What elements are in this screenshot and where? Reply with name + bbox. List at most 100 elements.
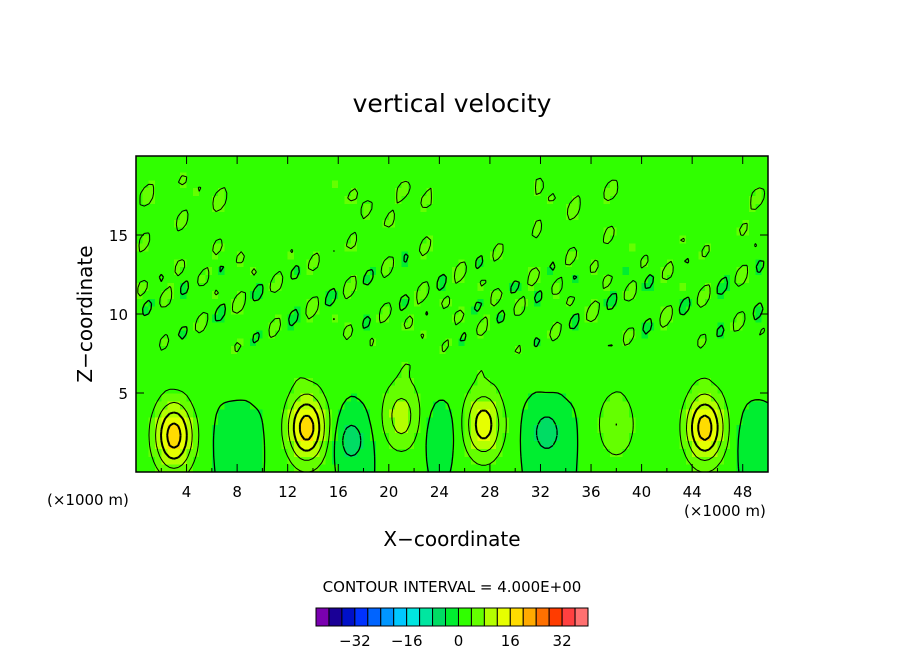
field-cell [376,369,384,378]
field-cell [243,345,251,355]
field-cell [148,235,156,244]
field-cell [211,306,219,315]
field-cell [433,306,440,315]
field-cell [749,282,756,291]
field-cell [641,321,649,331]
field-cell [742,235,750,244]
field-cell [736,195,744,204]
field-cell [205,258,213,268]
field-cell [749,408,756,418]
field-cell [445,282,453,291]
field-cell [578,416,586,426]
field-cell [338,282,346,291]
field-cell [458,242,466,252]
field-cell [395,448,403,457]
field-cell [534,227,542,236]
field-cell [331,353,339,362]
field-cell [136,227,143,236]
field-cell [180,187,188,197]
colorbar-swatch [548,607,563,627]
field-cell [218,195,226,204]
field-cell [635,361,643,370]
field-cell [325,329,333,339]
field-cell [584,290,592,299]
field-cell [268,171,276,181]
field-cell [230,416,238,426]
field-cell [237,400,245,410]
field-cell [635,242,643,252]
field-cell [610,171,617,181]
field-cell [395,274,403,283]
field-cell [515,171,523,181]
field-cell [622,385,630,394]
field-cell [622,227,630,236]
field-cell [224,393,232,402]
field-cell [565,329,573,339]
field-cell [281,314,289,323]
field-cell [414,163,421,173]
field-cell [331,337,339,347]
field-cell [388,266,396,276]
field-cell [445,361,453,370]
field-cell [205,235,213,244]
field-cell [660,203,668,212]
field-cell [565,227,573,236]
field-cell [243,211,251,220]
field-cell [338,179,346,189]
field-cell [414,400,421,410]
field-cell [211,321,219,331]
field-cell [237,195,245,204]
field-cell [749,306,756,315]
field-cell [439,464,447,472]
field-cell [312,219,320,228]
field-cell [673,156,681,165]
field-cell [477,400,485,410]
field-cell [717,400,725,410]
field-cell [331,440,339,449]
field-cell [369,242,377,252]
field-cell [755,416,763,426]
field-cell [660,377,668,386]
field-cell [711,219,719,228]
field-cell [755,306,763,315]
field-cell [698,353,706,362]
field-cell [243,400,251,410]
field-cell [401,227,409,236]
field-cell [180,211,188,220]
field-cell [148,424,156,434]
field-cell [730,456,737,465]
field-cell [388,290,396,299]
field-cell [268,353,276,362]
field-cell [173,377,181,386]
field-cell [521,250,529,260]
field-cell [388,242,396,252]
field-cell [142,361,150,370]
field-cell [755,163,763,173]
field-cell [312,345,320,355]
field-cell [249,329,257,339]
field-cell [439,416,447,426]
field-cell [287,369,295,378]
field-cell [679,416,687,426]
field-cell [306,250,314,260]
field-cell [344,440,352,449]
field-cell [167,258,175,268]
field-cell [540,242,548,252]
field-cell [578,211,586,220]
field-cell [256,282,263,291]
field-cell [666,329,674,339]
field-cell [148,179,156,189]
field-cell [407,432,415,441]
field-cell [142,329,150,339]
field-cell [369,353,377,362]
field-cell [350,369,358,378]
field-cell [148,369,156,378]
field-cell [641,211,649,220]
field-cell [711,361,719,370]
field-cell [199,456,207,465]
field-cell [641,385,649,394]
field-cell [584,171,592,181]
field-cell [559,258,567,268]
field-cell [584,314,592,323]
field-cell [736,235,744,244]
